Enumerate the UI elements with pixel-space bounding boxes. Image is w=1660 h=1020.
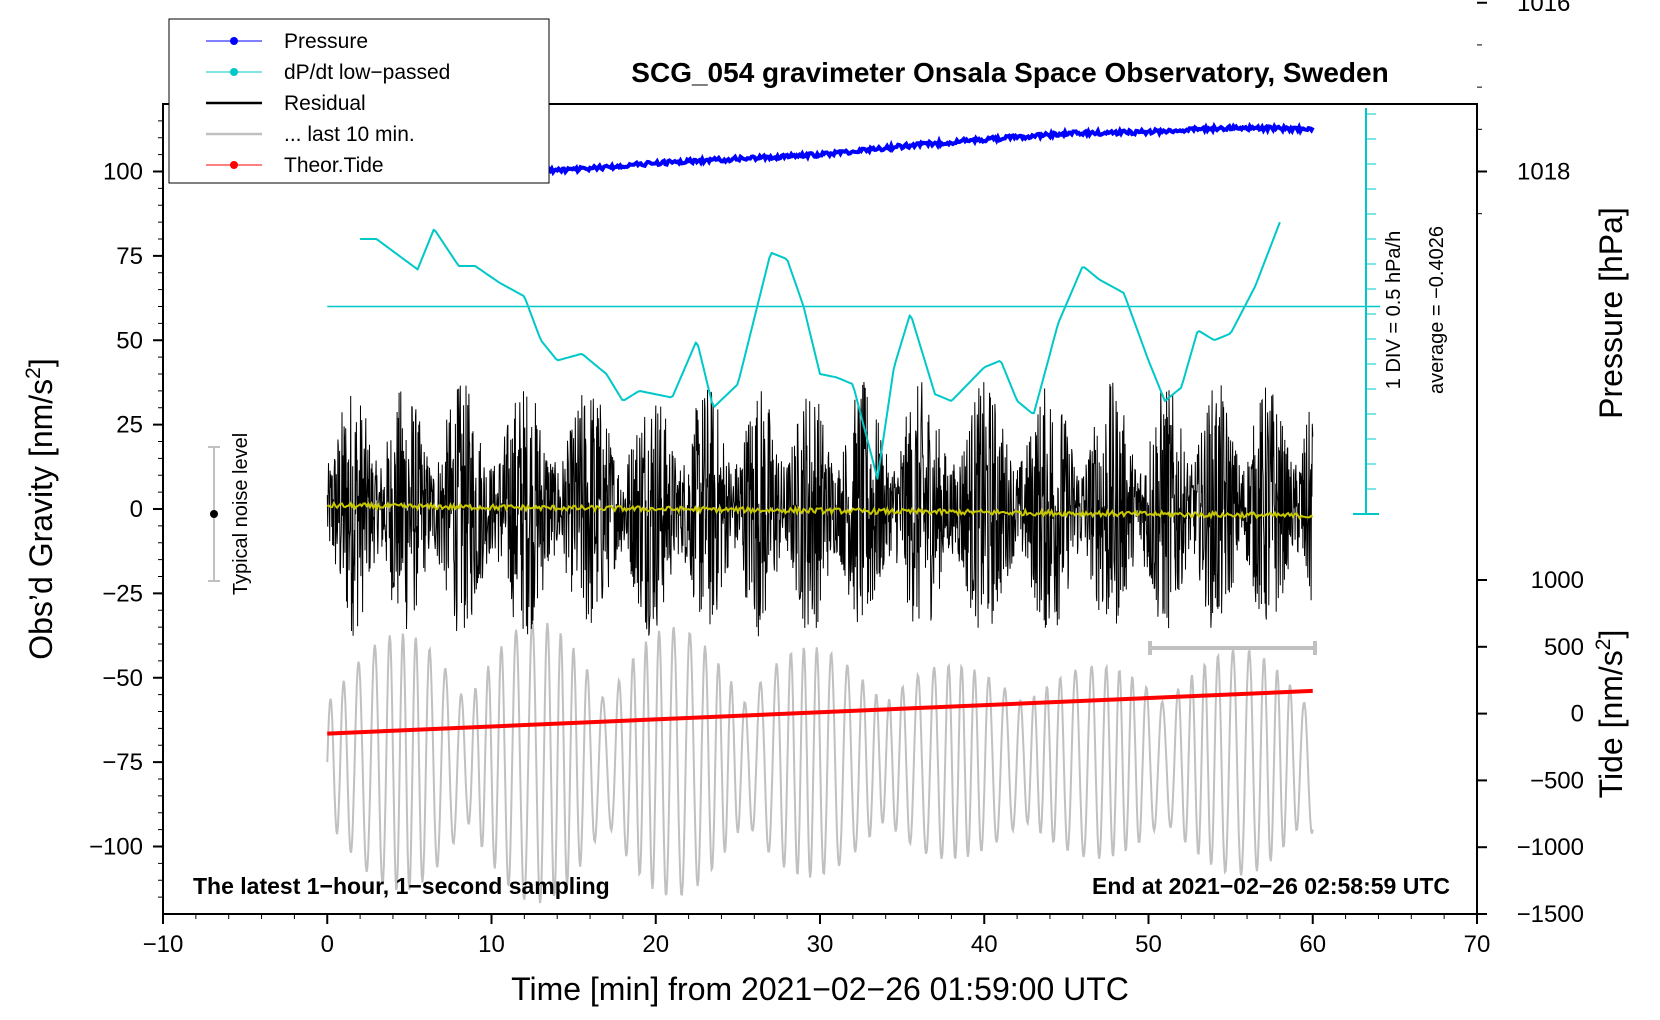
x-tick-label: −10 xyxy=(143,931,184,958)
pressure-tick-label: 1016 xyxy=(1517,0,1570,17)
x-tick-label: 60 xyxy=(1299,931,1326,958)
legend-marker xyxy=(230,37,238,45)
legend-marker xyxy=(230,161,238,169)
noise-label: Typical noise level xyxy=(230,433,252,595)
x-tick-label: 0 xyxy=(321,931,334,958)
series-residual-smoothed xyxy=(327,500,1314,521)
noise-dot xyxy=(210,510,218,518)
y-axis-title-pressure: Pressure [hPa] xyxy=(1593,207,1629,419)
legend-label: Residual xyxy=(284,92,366,115)
gravity-tick-label: 50 xyxy=(116,327,143,354)
tide-tick-label: 1000 xyxy=(1531,567,1584,594)
dpdt-scale-ticks xyxy=(1366,113,1376,490)
tide-tick-label: −1000 xyxy=(1517,834,1584,861)
series-theor-tide xyxy=(327,688,1313,736)
tide-tick-label: 0 xyxy=(1571,701,1584,728)
note-left: The latest 1−hour, 1−second sampling xyxy=(193,873,610,899)
x-tick-label: 70 xyxy=(1464,931,1491,958)
gravity-tick-label: −50 xyxy=(102,665,143,692)
legend-label: Theor.Tide xyxy=(284,154,384,177)
legend-label: dP/dt low−passed xyxy=(284,61,450,84)
gravity-tick-label: −25 xyxy=(102,580,143,607)
dpdt-scale-label: 1 DIV = 0.5 hPa/h xyxy=(1383,231,1405,389)
legend-items: Pressure dP/dt low−passed Residual ... last… xyxy=(206,30,450,177)
axes-layer: −10 0 10 20 30 40 50 60 701007550250−25−50−75−10… xyxy=(89,0,1584,958)
x-tick-label: 40 xyxy=(971,931,998,958)
y-axis-title-gravity: Obs’d Gravity [nm/s2] xyxy=(22,358,59,660)
series-last-10-min xyxy=(326,621,1314,904)
noise-level-indicator: Typical noise level xyxy=(208,433,252,595)
x-tick-label: 50 xyxy=(1135,931,1162,958)
legend: Pressure dP/dt low−passed Residual ... last… xyxy=(168,18,550,184)
dpdt-average-label: average = −0.4026 xyxy=(1426,226,1448,394)
series-layer xyxy=(325,121,1380,904)
gravity-tick-label: 75 xyxy=(116,243,143,270)
x-axis-title: Time [min] from 2021−02−26 01:59:00 UTC xyxy=(511,971,1129,1007)
pressure-tick-label: 1018 xyxy=(1517,159,1570,186)
x-tick-label: 20 xyxy=(642,931,669,958)
legend-label: Pressure xyxy=(284,30,368,53)
legend-label: ... last 10 min. xyxy=(284,123,415,146)
gravity-tick-label: −75 xyxy=(102,749,143,776)
last-10-min-bracket xyxy=(1148,641,1317,655)
dpdt-scale: 1 DIV = 0.5 hPa/h average = −0.4026 xyxy=(1353,108,1448,515)
series-dpdt xyxy=(360,221,1281,480)
gravity-tick-label: −100 xyxy=(89,834,143,861)
gravity-tick-label: 0 xyxy=(130,496,143,523)
y-axis-title-tide: Tide [nm/s2] xyxy=(1592,630,1629,799)
note-right: End at 2021−02−26 02:58:59 UTC xyxy=(1092,873,1450,899)
tide-tick-label: −1500 xyxy=(1517,901,1584,928)
legend-box xyxy=(168,18,550,184)
series-residual xyxy=(326,381,1314,637)
x-tick-label: 30 xyxy=(807,931,834,958)
legend-marker xyxy=(230,68,238,76)
tide-tick-label: 500 xyxy=(1544,634,1584,661)
tide-tick-label: −500 xyxy=(1530,767,1584,794)
gravity-tick-label: 100 xyxy=(103,159,143,186)
x-tick-label: 10 xyxy=(478,931,505,958)
chart-title: SCG_054 gravimeter Onsala Space Observat… xyxy=(631,57,1388,88)
gravity-tick-label: 25 xyxy=(116,412,143,439)
